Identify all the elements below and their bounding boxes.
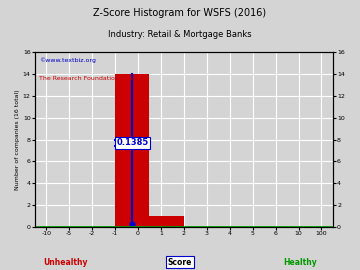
Y-axis label: Number of companies (16 total): Number of companies (16 total) [15, 89, 20, 190]
Text: Unhealthy: Unhealthy [43, 258, 88, 266]
Text: ©www.textbiz.org: ©www.textbiz.org [39, 58, 96, 63]
Text: Z-Score Histogram for WSFS (2016): Z-Score Histogram for WSFS (2016) [94, 8, 266, 18]
Bar [149, 216, 184, 227]
Text: Healthy: Healthy [283, 258, 317, 266]
Text: 0.1385: 0.1385 [116, 138, 148, 147]
Text: The Research Foundation of SUNY: The Research Foundation of SUNY [39, 76, 146, 81]
Text: Score: Score [168, 258, 192, 266]
Bar [115, 74, 149, 227]
Text: Industry: Retail & Mortgage Banks: Industry: Retail & Mortgage Banks [108, 30, 252, 39]
